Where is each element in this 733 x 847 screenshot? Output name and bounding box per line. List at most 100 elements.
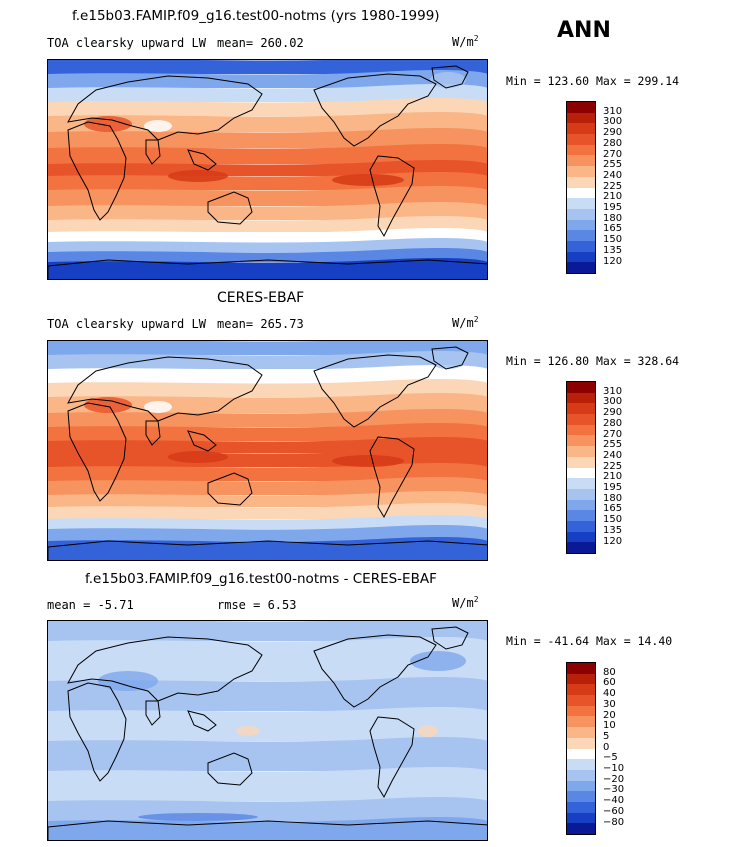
colorbar-swatch [567,801,595,813]
map-contour-band [48,525,487,541]
colorbar-tick-label: 300 [603,396,623,408]
colorbar-tick-label: 210 [603,191,623,203]
colorbar-swatch [567,456,595,468]
map-contour-band [48,365,487,383]
colorbar-swatch [567,251,595,263]
colorbar-swatch [567,791,595,802]
coastline [431,65,469,89]
map-contour-band [48,238,487,252]
coastline [67,402,127,502]
panel3-units: W/m2 [452,595,479,610]
coastline [145,700,161,726]
colorbar-swatch [567,727,595,738]
colorbar-swatch [567,219,595,231]
colorbar-tick-label: 255 [603,439,623,451]
map-feature [98,671,158,691]
panel1-colorbar [566,101,596,274]
colorbar-tick-label: 10 [603,720,616,732]
map-feature [410,651,466,671]
map-contour-band [48,637,487,681]
colorbar-tick-label: 225 [603,180,623,192]
colorbar-swatch [567,812,595,824]
coastline [145,139,161,165]
panel2-map-field [48,341,487,560]
colorbar-tick-label: 270 [603,428,623,440]
colorbar-swatch [567,123,595,135]
panel2-colorbar-box [566,381,596,554]
colorbar-tick-label: 60 [603,677,616,689]
colorbar-tick-label: −10 [603,763,625,774]
coastline [67,356,263,422]
colorbar-tick-label: 290 [603,407,623,419]
map-feature [144,120,172,132]
coastline [207,472,253,506]
colorbar-tick-label: 310 [603,385,623,397]
colorbar-swatch [567,737,595,749]
coastline [207,752,253,786]
colorbar-tick-label: 225 [603,460,623,472]
colorbar-tick-label: 210 [603,471,623,483]
colorbar-tick-label: 255 [603,159,623,171]
coastline [48,820,487,840]
colorbar-tick-label: 240 [603,169,623,181]
colorbar-swatch [567,510,595,521]
coastline [431,626,469,650]
panel1-title: f.e15b03.FAMIP.f09_g16.test00-notms (yrs… [72,8,440,24]
map-contour-band [48,379,487,397]
colorbar-tick-label: −20 [603,773,625,785]
map-feature [430,72,466,88]
panel1-variable: TOA clearsky upward LW [47,36,206,50]
colorbar-tick-label: 40 [603,688,616,700]
colorbar-swatch [567,769,595,781]
colorbar-tick-label: 120 [603,255,623,267]
colorbar-tick-label: 270 [603,148,623,160]
map-contour-band [48,351,487,369]
map-feature [418,725,438,737]
colorbar-swatch [567,673,595,685]
panel3-map-field [48,621,487,840]
colorbar-swatch [567,382,595,393]
colorbar-swatch [567,499,595,511]
panel1-map-field [48,60,487,279]
colorbar-swatch [567,759,595,770]
map-contour-band [48,515,487,529]
map-contour-band [48,503,487,519]
colorbar-tick-label: 135 [603,244,623,256]
map-contour-band [48,128,487,148]
map-contour-band [48,477,487,495]
colorbar-tick-label: 165 [603,503,623,515]
map-feature [138,813,258,821]
coastline [187,710,217,732]
map-feature [168,170,228,182]
map-contour-band [48,491,487,507]
colorbar-tick-label: 150 [603,234,623,246]
map-contour-band [48,202,487,220]
coastline [369,155,415,238]
colorbar-swatch [567,187,595,199]
map-contour-band [48,84,487,102]
map-feature [84,116,132,132]
colorbar-tick-label: 120 [603,535,623,547]
coastline [67,682,127,782]
colorbar-tick-label: 5 [603,730,610,742]
colorbar-swatch [567,134,595,145]
colorbar-swatch [567,435,595,447]
map-feature [332,455,404,467]
coastline [67,75,263,141]
colorbar-tick-label: 300 [603,116,623,128]
colorbar-swatch [567,780,595,792]
panel1-mean: mean= 260.02 [217,36,304,50]
map-contour-band [48,423,487,441]
colorbar-swatch [567,695,595,706]
colorbar-swatch [567,392,595,404]
panel2-minmax: Min = 126.80 Max = 328.64 [506,354,680,368]
colorbar-swatch [567,144,595,156]
map-contour-band [48,160,487,176]
colorbar-swatch [567,716,595,728]
coastline [48,540,487,560]
colorbar-tick-label: 165 [603,223,623,235]
colorbar-tick-label: 240 [603,449,623,461]
map-contour-band [48,186,487,206]
coastline [369,436,415,519]
coastline [187,430,217,452]
